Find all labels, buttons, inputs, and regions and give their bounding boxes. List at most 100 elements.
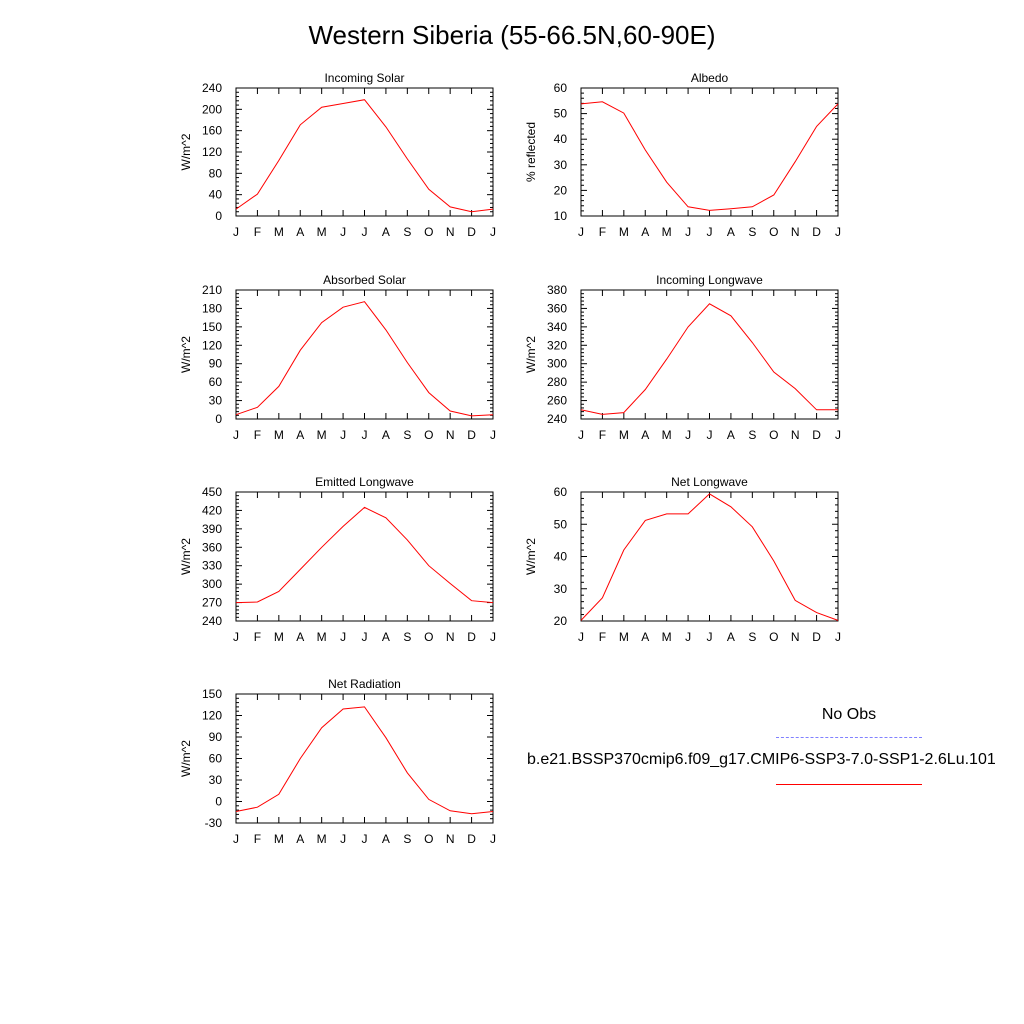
x-tick-label: N [446, 630, 455, 644]
y-axis-label: W/m^2 [179, 133, 193, 170]
x-tick-label: M [317, 225, 327, 239]
y-tick-label: 30 [554, 582, 568, 596]
y-tick-label: 160 [202, 124, 222, 138]
series-line [580, 493, 839, 621]
plot-frame [235, 491, 494, 622]
x-tick-label: J [685, 630, 691, 644]
legend-run-line [776, 784, 922, 785]
x-tick-label: S [748, 428, 756, 442]
y-tick-label: 240 [547, 412, 567, 426]
x-tick-label: F [254, 630, 261, 644]
x-tick-label: M [619, 630, 629, 644]
y-tick-label: 30 [209, 773, 223, 787]
x-tick-label: M [662, 630, 672, 644]
x-tick-label: M [274, 428, 284, 442]
x-tick-label: A [727, 630, 735, 644]
y-tick-label: 40 [209, 188, 223, 202]
x-tick-label: A [641, 630, 649, 644]
panel-title: Absorbed Solar [323, 273, 406, 287]
x-tick-label: M [662, 225, 672, 239]
series-line [580, 303, 838, 415]
panel-title: Net Radiation [328, 677, 401, 691]
x-tick-label: O [769, 428, 778, 442]
y-axis-label: W/m^2 [524, 336, 538, 373]
x-tick-label: M [619, 428, 629, 442]
y-tick-label: 20 [554, 614, 568, 628]
x-tick-label: A [641, 428, 649, 442]
x-tick-label: A [382, 225, 390, 239]
y-tick-label: 360 [547, 301, 567, 315]
x-tick-label: F [254, 225, 261, 239]
x-tick-label: S [403, 832, 411, 846]
x-tick-label: A [296, 225, 304, 239]
x-tick-label: A [382, 832, 390, 846]
x-tick-label: O [424, 225, 433, 239]
y-tick-label: 330 [202, 559, 222, 573]
x-tick-label: D [812, 428, 821, 442]
series-line [580, 101, 839, 211]
y-tick-label: 90 [209, 730, 223, 744]
x-tick-label: J [362, 832, 368, 846]
y-tick-label: 0 [215, 209, 222, 223]
x-tick-label: A [296, 630, 304, 644]
x-tick-label: J [233, 428, 239, 442]
y-tick-label: 210 [202, 283, 222, 297]
panel-title: Incoming Solar [324, 71, 404, 85]
x-tick-label: J [578, 428, 584, 442]
x-tick-label: J [685, 428, 691, 442]
y-tick-label: 120 [202, 145, 222, 159]
series-line [235, 301, 494, 417]
y-axis-label: W/m^2 [179, 538, 193, 575]
y-tick-label: 360 [202, 540, 222, 554]
x-tick-label: A [296, 428, 304, 442]
x-tick-label: S [403, 630, 411, 644]
x-tick-label: M [317, 630, 327, 644]
y-tick-label: 270 [202, 596, 222, 610]
y-tick-label: 150 [202, 320, 222, 334]
y-tick-label: 380 [547, 283, 567, 297]
x-tick-label: M [619, 225, 629, 239]
y-axis-label: W/m^2 [179, 740, 193, 777]
series-line [235, 506, 494, 604]
y-tick-label: 260 [547, 394, 567, 408]
x-tick-label: N [791, 225, 800, 239]
x-tick-label: J [362, 428, 368, 442]
y-tick-label: 150 [202, 687, 222, 701]
y-axis-label: W/m^2 [179, 336, 193, 373]
x-tick-label: S [748, 225, 756, 239]
y-tick-label: 20 [554, 183, 568, 197]
x-tick-label: A [727, 428, 735, 442]
x-tick-label: J [835, 630, 841, 644]
y-tick-label: 30 [554, 158, 568, 172]
x-tick-label: J [340, 832, 346, 846]
x-tick-label: S [403, 225, 411, 239]
x-tick-label: F [254, 832, 261, 846]
x-tick-label: F [599, 428, 606, 442]
x-tick-label: J [707, 225, 713, 239]
x-tick-label: M [317, 428, 327, 442]
plot-frame [580, 289, 839, 420]
plot-frame [580, 87, 839, 217]
x-tick-label: O [424, 630, 433, 644]
x-tick-label: F [599, 630, 606, 644]
x-tick-label: J [233, 832, 239, 846]
legend-obs-label: No Obs [821, 706, 877, 723]
y-tick-label: 390 [202, 522, 222, 536]
panel-title: Net Longwave [671, 475, 748, 489]
y-tick-label: 300 [202, 577, 222, 591]
x-tick-label: S [403, 428, 411, 442]
x-tick-label: J [490, 428, 496, 442]
x-tick-label: N [791, 428, 800, 442]
panel-title: Albedo [691, 71, 729, 85]
x-tick-label: A [382, 428, 390, 442]
x-tick-label: J [340, 428, 346, 442]
x-tick-label: M [317, 832, 327, 846]
plot-frame [235, 693, 494, 824]
y-tick-label: 240 [202, 614, 222, 628]
x-tick-label: N [791, 630, 800, 644]
